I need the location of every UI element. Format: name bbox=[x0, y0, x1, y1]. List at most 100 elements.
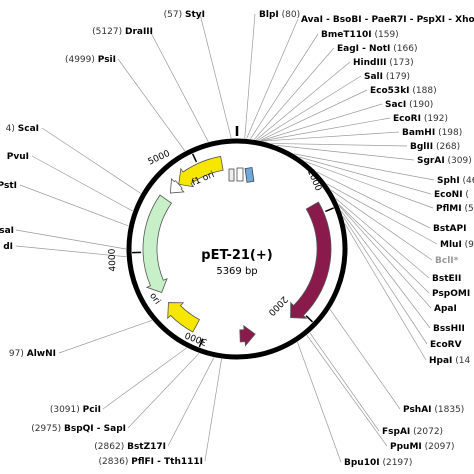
site-label-bsai: saI bbox=[0, 226, 14, 236]
site-leader bbox=[294, 153, 435, 181]
site-leader bbox=[338, 205, 432, 309]
tick-mark bbox=[325, 207, 334, 213]
site-leader bbox=[15, 245, 127, 258]
site-leader bbox=[297, 341, 342, 463]
site-label-psii: (4999) PsiI bbox=[65, 55, 116, 65]
site-label-sali: SalI (179) bbox=[364, 72, 410, 82]
tick-label: 2000 bbox=[266, 294, 289, 318]
restriction-site-labels: (57) StyI (5127) DraIII (4999) PsiI 4) ScaI… bbox=[0, 10, 474, 468]
site-label-hindiii: HindIII (173) bbox=[353, 58, 414, 68]
site-leader bbox=[309, 332, 380, 432]
site-label-draiii: (5127) DraIII bbox=[92, 27, 153, 37]
backbone-ring bbox=[126, 138, 348, 360]
site-leader bbox=[261, 117, 391, 142]
site-leader bbox=[127, 353, 200, 429]
laci-arrow bbox=[290, 201, 332, 319]
site-leader bbox=[250, 33, 319, 140]
site-label-bstapi: BstAPI bbox=[433, 224, 466, 234]
site-label-bamhi: BamHI (198) bbox=[402, 128, 462, 138]
site-label-pvui: PvuI bbox=[7, 152, 29, 162]
site-label-bspqi: (2975) BspQI - SapI bbox=[31, 424, 126, 434]
site-leader bbox=[306, 335, 388, 447]
site-label-saci: SacI (190) bbox=[385, 100, 433, 110]
site-leader bbox=[117, 58, 186, 152]
leader-lines bbox=[15, 13, 438, 463]
site-leader bbox=[204, 358, 222, 462]
site-label-bsteii: BstEII bbox=[432, 274, 461, 284]
site-leader bbox=[298, 156, 432, 195]
site-label-eco53ki: Eco53kI (188) bbox=[370, 86, 437, 96]
ori-arrow bbox=[167, 302, 200, 333]
site-label-pspomi: PspOMI bbox=[432, 289, 470, 299]
site-label-bstz17i: (2862) BstZ17I bbox=[94, 442, 166, 452]
site-leader bbox=[149, 30, 209, 142]
site-leader bbox=[244, 13, 256, 139]
t7-promoter-block bbox=[244, 167, 255, 183]
site-label-bglii: BglII (268) bbox=[410, 142, 460, 152]
laci-label: lacI bbox=[299, 231, 312, 248]
site-label-pflmi: PflMI (57 bbox=[436, 204, 474, 214]
site-leader bbox=[102, 347, 187, 410]
site-label-bcli: BclI* bbox=[435, 256, 459, 266]
site-label-avai: AvaI - BsoBI - PaeR7I - PspXI - XhoI bbox=[301, 15, 474, 25]
site-leader bbox=[344, 223, 427, 361]
site-leader bbox=[257, 75, 362, 141]
site-leader bbox=[259, 89, 368, 141]
site-label-blpi: BlpI (80) bbox=[259, 10, 300, 20]
site-label-hpai: HpaI (14 bbox=[429, 356, 471, 366]
site-label-alwni: 97) AlwNI bbox=[9, 349, 56, 359]
ori-label: ori bbox=[147, 291, 162, 306]
lac-operator-block bbox=[228, 168, 235, 182]
site-leader bbox=[316, 171, 431, 229]
site-label-bmet110i: BmeT110I (159) bbox=[321, 30, 399, 40]
site-label-mlui: MluI (9 bbox=[440, 240, 474, 250]
site-label-psti: PstI bbox=[0, 181, 17, 191]
ampr-arrow bbox=[142, 194, 173, 294]
site-leader bbox=[342, 216, 428, 345]
site-leader bbox=[260, 103, 383, 141]
site-leader bbox=[199, 13, 232, 139]
site-label-sphi: SphI (465) bbox=[437, 176, 474, 186]
site-label-ecori: EcoRI (192) bbox=[393, 114, 448, 124]
site-leader bbox=[58, 320, 153, 354]
site-label-pcii: (3091) PciI bbox=[50, 405, 101, 415]
site-label-eagi: EagI - NotI (166) bbox=[337, 44, 417, 54]
site-label-fspai: FspAI (2072) bbox=[382, 427, 443, 437]
site-leader bbox=[15, 229, 127, 250]
site-leader bbox=[19, 184, 129, 227]
site-leader bbox=[305, 161, 434, 209]
rop-arrow bbox=[239, 324, 256, 347]
site-leader bbox=[262, 131, 400, 142]
site-leader bbox=[329, 309, 401, 410]
site-leader bbox=[167, 357, 215, 447]
tick-label: 1000 bbox=[305, 168, 323, 193]
site-leader bbox=[330, 189, 433, 261]
site-label-styi: (57) StyI bbox=[164, 10, 205, 20]
site-leader bbox=[41, 127, 142, 194]
site-leader bbox=[335, 198, 430, 279]
site-label-econi: EcoNI ( bbox=[434, 190, 469, 200]
site-label-ecorv: EcoRV bbox=[430, 340, 462, 350]
site-leader bbox=[276, 145, 415, 161]
tick-mark bbox=[191, 153, 198, 163]
plasmid-name: pET-21(+) bbox=[201, 248, 272, 263]
t7-terminator-block bbox=[236, 167, 244, 182]
site-leader bbox=[256, 61, 351, 140]
tick-mark bbox=[198, 338, 204, 348]
site-label-bmdi: dI bbox=[3, 242, 13, 252]
site-leader bbox=[338, 203, 430, 294]
site-leader bbox=[271, 143, 408, 147]
plasmid-size: 5369 bp bbox=[216, 266, 257, 277]
site-label-bpu10i: Bpu10I (2197) bbox=[344, 458, 412, 468]
ampr-promoter-arrow bbox=[169, 177, 185, 194]
site-label-ppumi: PpuMI (2097) bbox=[390, 442, 455, 452]
site-label-pshai: PshAI (1835) bbox=[403, 405, 464, 415]
site-leader bbox=[341, 210, 431, 329]
tick-label: 4000 bbox=[108, 248, 119, 272]
site-leader bbox=[254, 47, 335, 140]
site-leader bbox=[246, 18, 299, 139]
tick-mark bbox=[305, 315, 314, 323]
site-label-sgrai: SgrAI (309) bbox=[417, 156, 472, 166]
